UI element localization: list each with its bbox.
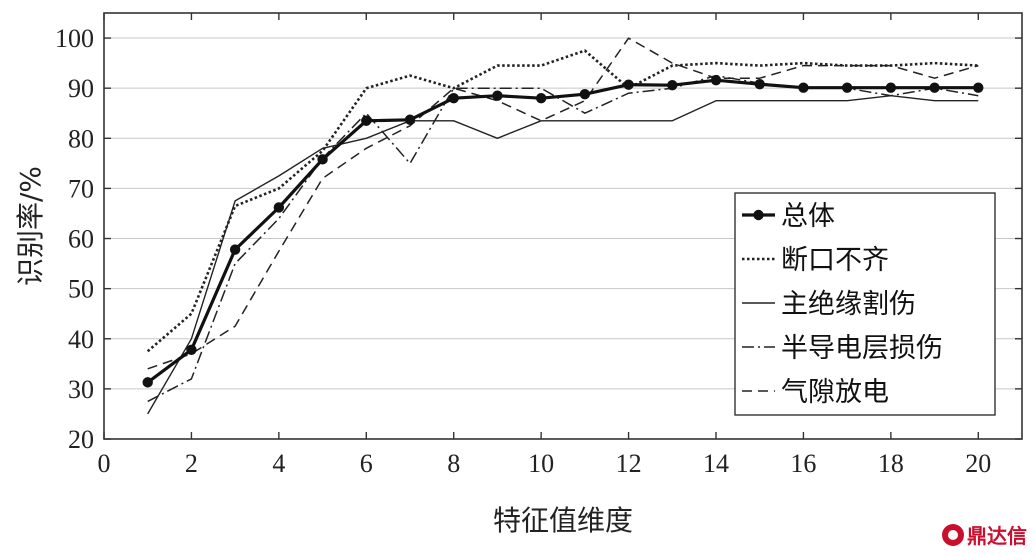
data-point — [317, 154, 328, 165]
legend-label-2: 断口不齐 — [781, 245, 889, 276]
data-point — [667, 79, 678, 91]
legend-label-3: 主绝缘割伤 — [781, 289, 916, 320]
data-point — [841, 82, 853, 93]
y-tick-label: 60 — [68, 225, 94, 254]
y-tick-label: 70 — [68, 174, 94, 203]
x-tick-label: 0 — [98, 449, 111, 478]
x-tick-label: 12 — [616, 449, 642, 478]
data-point — [623, 79, 634, 90]
y-axis-title: 识别率/% — [14, 166, 47, 286]
data-point — [186, 344, 197, 355]
legend-box — [734, 192, 996, 416]
legend-label-4: 半导电层损伤 — [781, 333, 943, 364]
legend-marker — [753, 209, 764, 221]
data-point — [361, 115, 372, 126]
data-point — [973, 82, 984, 93]
watermark-text: 鼎达信 — [967, 524, 1027, 548]
data-point — [710, 74, 722, 86]
series-line-2 — [146, 49, 979, 353]
plot-frame — [103, 12, 1023, 440]
x-tick-label: 20 — [965, 449, 991, 478]
x-tick-label: 14 — [703, 449, 729, 478]
data-point — [273, 202, 285, 213]
y-tick-label: 20 — [68, 425, 94, 454]
watermark: 鼎达信 — [942, 520, 1027, 549]
x-tick-label: 18 — [878, 449, 904, 478]
legend-label-5: 气隙放电 — [781, 377, 889, 408]
data-point — [885, 82, 897, 93]
y-tick-label: 90 — [68, 74, 94, 103]
x-tick-label: 4 — [272, 449, 285, 478]
series-line-5 — [147, 37, 979, 370]
x-tick-label: 2 — [185, 449, 198, 478]
data-point — [754, 78, 765, 90]
x-tick-label: 8 — [447, 449, 460, 478]
axis-ticks: 20 30 40 50 60 70 80 90 100 0 2 4 6 8 10 12 14 16 18 20 — [55, 13, 1022, 478]
data-point — [404, 114, 416, 125]
y-tick-label: 100 — [55, 24, 94, 53]
data-point — [229, 244, 241, 255]
data-point — [929, 82, 940, 93]
x-tick-label: 16 — [790, 449, 816, 478]
data-point — [798, 82, 809, 93]
series-line-1 — [146, 78, 979, 384]
y-tick-label: 50 — [68, 275, 94, 304]
x-tick-label: 10 — [528, 449, 554, 478]
series-line-3 — [147, 94, 979, 415]
y-tick-label: 80 — [68, 124, 94, 153]
data-point — [579, 88, 591, 100]
y-tick-label: 40 — [68, 325, 94, 354]
legend-label-1: 总体 — [781, 201, 835, 232]
series-lines — [142, 37, 984, 415]
logo-icon — [942, 523, 964, 546]
x-tick-label: 6 — [360, 449, 373, 478]
data-point — [142, 377, 153, 388]
y-tick-label: 30 — [68, 375, 94, 404]
data-point — [492, 90, 503, 101]
data-point — [535, 93, 547, 104]
data-point — [448, 93, 459, 104]
x-axis-title: 特征值维度 — [493, 504, 633, 537]
